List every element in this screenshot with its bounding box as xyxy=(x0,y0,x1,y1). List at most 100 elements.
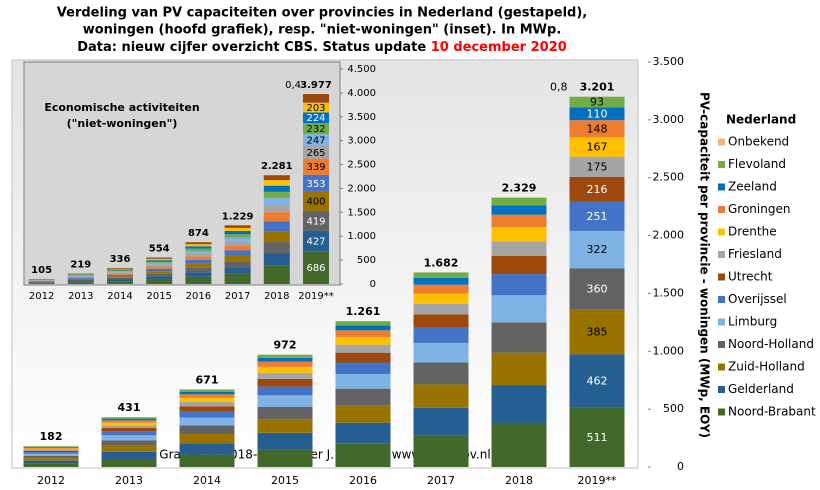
bar-segment xyxy=(28,283,55,284)
bar-segment xyxy=(303,134,329,146)
bar-segment xyxy=(179,397,235,402)
y-axis-title: PV-capaciteit per provincie - woningen (… xyxy=(698,92,712,438)
bar-segment xyxy=(257,361,313,367)
bar-segment xyxy=(67,282,94,284)
legend-swatch xyxy=(718,408,725,416)
x-tick-label: 2012 xyxy=(37,474,65,487)
inset-title: Economische activiteiten xyxy=(44,101,199,114)
bar-segment xyxy=(491,322,547,353)
total-label: 3.977 xyxy=(300,80,332,91)
bar-segment xyxy=(263,180,290,186)
bar-segment xyxy=(263,175,290,181)
x-tick-label: 2018 xyxy=(505,474,533,487)
bar-segment xyxy=(257,378,313,387)
bar-segment xyxy=(224,234,251,238)
legend-swatch xyxy=(718,341,725,348)
bar-segment xyxy=(491,385,547,424)
inset-title: ("niet-woningen") xyxy=(67,117,178,130)
bar-segment xyxy=(146,266,173,269)
total-label: 2.281 xyxy=(261,161,293,172)
bar-segment xyxy=(335,321,391,326)
bar-segment xyxy=(303,123,329,135)
bar-segment xyxy=(23,450,79,453)
x-tick-label: 2016 xyxy=(186,291,211,302)
total-label: 671 xyxy=(196,373,219,386)
total-label: 105 xyxy=(31,265,52,276)
bar-segment xyxy=(67,275,94,277)
data-label: 322 xyxy=(587,243,608,256)
bar-segment xyxy=(257,419,313,433)
y-tick-label: 3.000 xyxy=(347,136,376,147)
bar-segment xyxy=(413,362,469,385)
data-label: 148 xyxy=(587,122,608,135)
bar-segment xyxy=(146,268,173,272)
bar-segment xyxy=(335,325,391,331)
bar-segment xyxy=(257,366,313,373)
bar-segment xyxy=(107,273,133,275)
bar-segment xyxy=(185,263,212,268)
bar-segment xyxy=(67,276,94,278)
x-tick-label: 2014 xyxy=(107,291,132,302)
bar-segment xyxy=(491,295,547,323)
legend-title: Nederland xyxy=(726,113,796,127)
data-label: 0,8 xyxy=(550,81,568,94)
y-tick-label: 1.000 xyxy=(653,344,685,357)
bar-segment xyxy=(179,417,235,426)
legend-label: Noord-Holland xyxy=(728,337,814,351)
total-label: 1.261 xyxy=(346,305,381,318)
data-label: 511 xyxy=(587,431,608,444)
bar-segment xyxy=(335,373,391,389)
total-label: 1.682 xyxy=(424,256,459,269)
bar-segment xyxy=(569,309,625,355)
bar-segment xyxy=(224,245,251,251)
bar-segment xyxy=(413,314,469,328)
legend-swatch xyxy=(718,138,725,146)
data-label: 224 xyxy=(306,113,325,124)
bar-segment xyxy=(146,257,173,259)
bar-segment xyxy=(67,279,94,282)
bar-segment xyxy=(107,267,133,269)
bar-segment xyxy=(107,269,133,271)
bar-segment xyxy=(146,276,173,280)
bar-segment xyxy=(224,267,251,274)
legend-swatch xyxy=(718,318,725,326)
data-label: 400 xyxy=(306,197,325,208)
bar-segment xyxy=(569,407,625,467)
bar-segment xyxy=(185,272,212,277)
bar-segment xyxy=(224,273,251,284)
bar-segment xyxy=(224,237,251,242)
total-label: 336 xyxy=(110,254,131,265)
y-tick-label: 1.500 xyxy=(347,207,376,218)
bar-segment xyxy=(179,389,235,392)
bar-segment xyxy=(224,225,251,228)
bar-segment xyxy=(67,273,94,275)
bar-segment xyxy=(23,458,79,461)
bar-segment xyxy=(224,261,251,268)
bar-segment xyxy=(263,198,290,205)
bar-segment xyxy=(185,259,212,264)
bar-segment xyxy=(303,145,329,159)
legend-label: Zeeland xyxy=(728,180,777,194)
bar-segment xyxy=(23,463,79,467)
bar-segment xyxy=(146,264,173,267)
credit: Grafiek © 2018-2020 Peter J. Segaar / ww… xyxy=(159,448,490,462)
bar-segment xyxy=(67,274,94,276)
title-date: 10 december 2020 xyxy=(431,40,567,55)
bar-segment xyxy=(67,277,94,279)
bar-segment xyxy=(146,261,173,264)
x-tick-label: 2013 xyxy=(115,474,143,487)
bar-segment xyxy=(107,279,133,282)
y-tick-label: 3.500 xyxy=(653,55,685,68)
data-label: 203 xyxy=(306,103,325,114)
bar-segment xyxy=(569,176,625,202)
bar-segment xyxy=(413,327,469,343)
bar-segment xyxy=(303,102,329,113)
bar-segment xyxy=(303,112,329,124)
legend-swatch xyxy=(718,296,725,303)
x-tick-label: 2019** xyxy=(578,474,617,487)
bar-segment xyxy=(263,253,290,266)
y-tick-label: 2.000 xyxy=(653,229,685,242)
bar-segment xyxy=(257,395,313,407)
total-label: 182 xyxy=(40,430,63,443)
title-line: woningen (hoofd grafiek), resp. "niet-wo… xyxy=(83,23,562,38)
